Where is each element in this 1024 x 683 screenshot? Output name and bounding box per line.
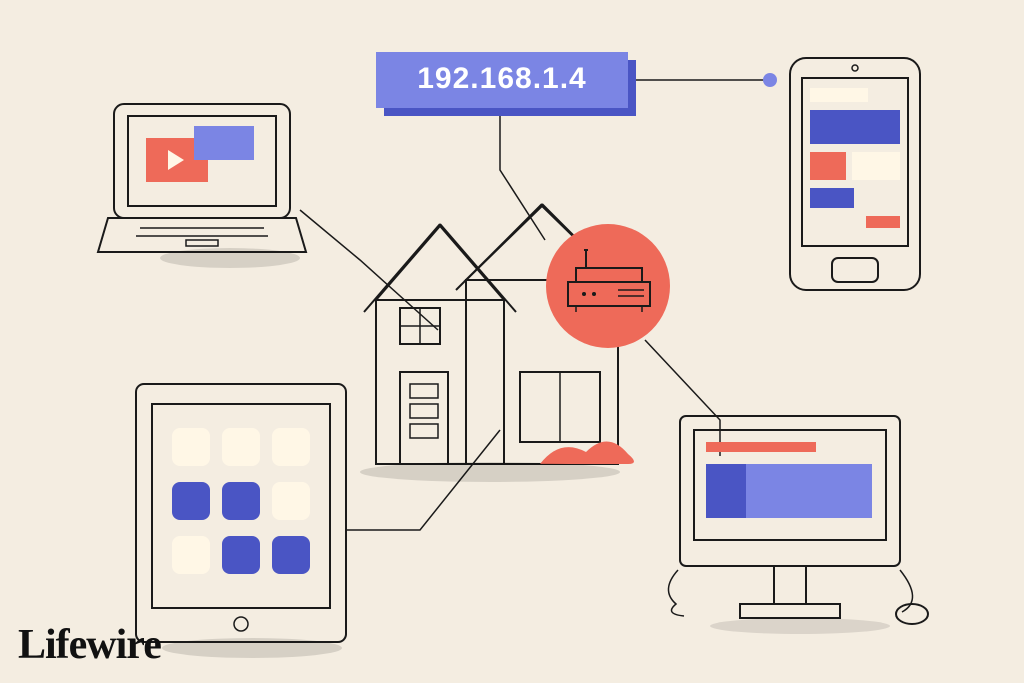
phone-icon [776, 48, 936, 308]
router-icon [528, 206, 688, 366]
desktop-icon [640, 400, 940, 660]
ip-address-label: 192.168.1.4 [376, 62, 628, 96]
tablet-app-grid [172, 428, 310, 574]
tablet-icon [122, 372, 362, 662]
brand-logo: Lifewire [18, 621, 161, 669]
laptop-icon [90, 96, 320, 276]
